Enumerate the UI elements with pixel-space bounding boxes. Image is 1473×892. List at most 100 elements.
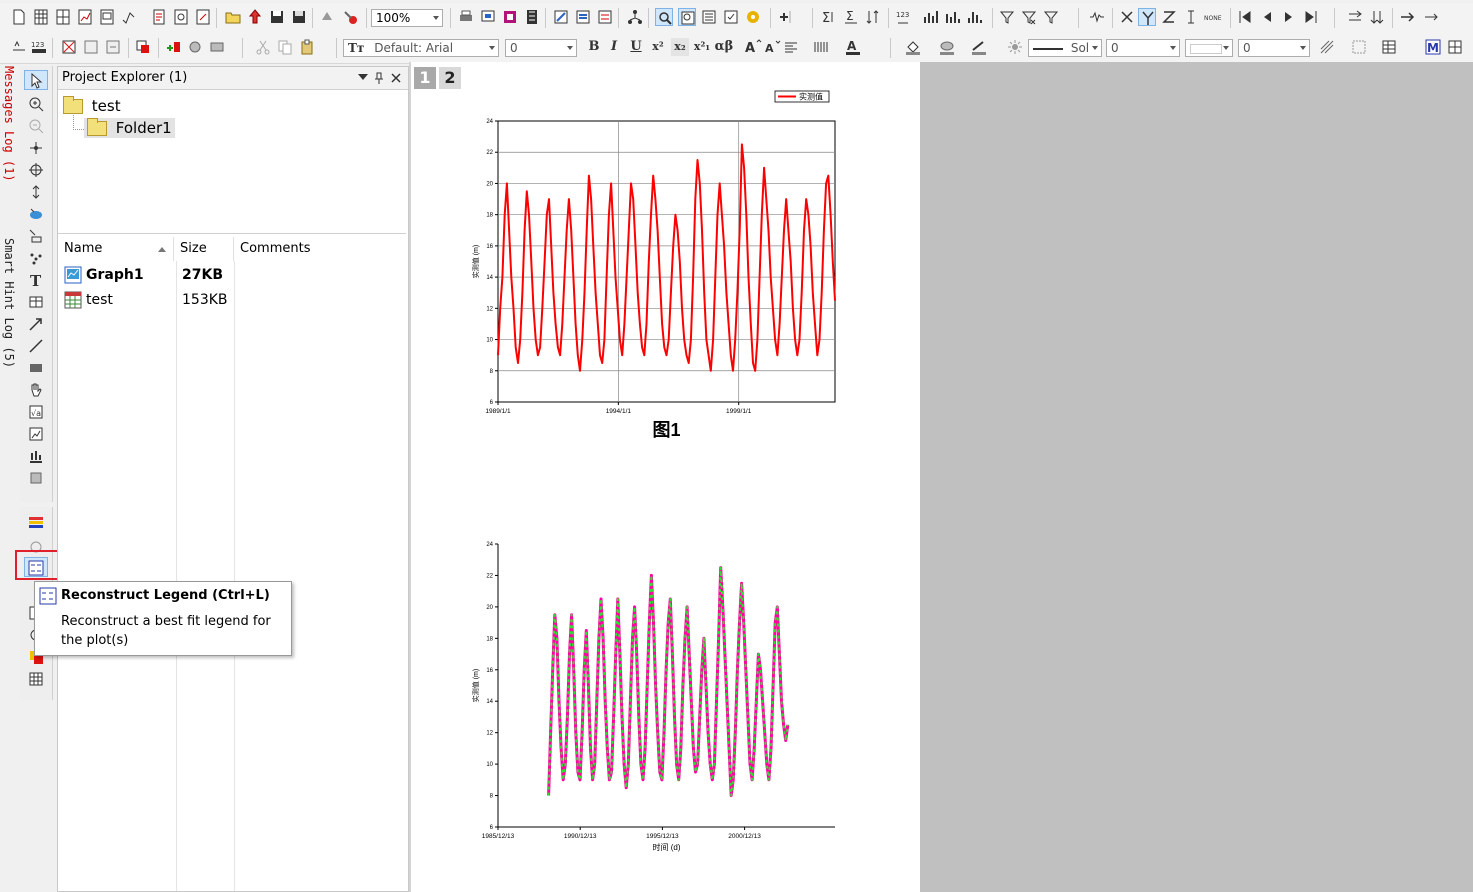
list-item-test[interactable]: test 153KB xyxy=(58,288,406,312)
new-project-icon[interactable] xyxy=(10,8,28,26)
line-width-dropdown[interactable]: 0 xyxy=(1106,39,1180,57)
border-icon[interactable] xyxy=(1350,38,1368,56)
zoom-in-tool-icon[interactable] xyxy=(24,94,48,114)
hatch-pattern-icon[interactable] xyxy=(1318,38,1336,56)
filter-options-icon[interactable] xyxy=(1042,8,1060,26)
add-column-icon[interactable] xyxy=(776,8,794,26)
brightness-icon[interactable] xyxy=(1006,38,1024,56)
fill-color-icon[interactable] xyxy=(904,38,922,56)
column-format-icon[interactable] xyxy=(812,38,830,56)
paste-icon[interactable] xyxy=(298,38,316,56)
equation-tool-icon[interactable]: √a xyxy=(24,402,48,422)
scatter-tool-icon[interactable] xyxy=(24,248,48,268)
messages-log-icon[interactable] xyxy=(700,8,718,26)
line-tool-icon[interactable] xyxy=(24,336,48,356)
italic-button[interactable]: I xyxy=(610,39,618,54)
set-as-none-icon[interactable]: NONE xyxy=(1204,8,1222,26)
font-color-icon[interactable]: A xyxy=(844,38,862,56)
color-scale-icon[interactable] xyxy=(24,513,48,533)
screen-reader-icon[interactable] xyxy=(24,138,48,158)
move-to-last-icon[interactable] xyxy=(1302,8,1320,26)
object-tool-icon[interactable] xyxy=(24,468,48,488)
film-icon[interactable] xyxy=(523,8,541,26)
mask-toggle-icon[interactable] xyxy=(104,38,122,56)
command-window-icon[interactable] xyxy=(596,8,614,26)
set-column-values-icon[interactable]: 123 xyxy=(894,8,912,26)
data-reader-tool-icon[interactable] xyxy=(24,160,48,180)
move-right-icon[interactable] xyxy=(1280,8,1298,26)
line-color-icon[interactable] xyxy=(970,38,988,56)
spectrum-icon[interactable] xyxy=(1088,8,1106,26)
pointer-tool-icon[interactable] xyxy=(24,70,48,90)
list-item-graph1[interactable]: Graph1 27KB xyxy=(58,263,406,287)
code-builder-icon[interactable] xyxy=(552,8,570,26)
mask-range-icon[interactable] xyxy=(82,38,100,56)
open-template-icon[interactable] xyxy=(246,8,264,26)
refresh-icon[interactable] xyxy=(479,8,497,26)
subscript-button[interactable]: x₂ xyxy=(671,38,689,56)
data-selector-tool-icon[interactable] xyxy=(24,204,48,224)
font-dropdown[interactable]: Tт Default: Arial xyxy=(343,39,499,57)
new-graph-icon[interactable] xyxy=(76,8,94,26)
recalculate-icon[interactable] xyxy=(318,8,336,26)
table-grid-icon[interactable] xyxy=(1380,38,1398,56)
bar-chart-icon[interactable] xyxy=(944,8,962,26)
smart-hint-log-tab[interactable]: Smart Hint Log (5) xyxy=(2,238,16,369)
swap-icon[interactable] xyxy=(1346,8,1364,26)
statistics-row-icon[interactable]: Σ xyxy=(842,8,860,26)
insert-table-icon[interactable] xyxy=(24,292,48,312)
grid-tool-icon[interactable] xyxy=(24,669,48,689)
sort-icon[interactable] xyxy=(864,8,882,26)
pin-icon[interactable] xyxy=(374,72,384,84)
greek-button[interactable]: αβ xyxy=(714,39,734,54)
arrow-right-icon[interactable] xyxy=(1398,8,1416,26)
set-as-x-icon[interactable] xyxy=(1118,8,1136,26)
move-to-first-icon[interactable] xyxy=(1236,8,1254,26)
decrease-font-icon[interactable]: A xyxy=(764,38,782,56)
save-project-icon[interactable] xyxy=(268,8,286,26)
new-worksheet-icon[interactable] xyxy=(32,8,50,26)
hand-tool-icon[interactable] xyxy=(24,380,48,400)
data-selector-icon[interactable] xyxy=(208,38,226,56)
circle-tool-icon[interactable] xyxy=(24,537,48,557)
bold-button[interactable]: B xyxy=(588,39,600,54)
pattern-icon[interactable] xyxy=(938,38,956,56)
apps-icon[interactable] xyxy=(744,8,762,26)
zoom-out-tool-icon[interactable] xyxy=(24,116,48,136)
reconstruct-legend-icon[interactable] xyxy=(24,557,48,577)
smart-hint-icon[interactable] xyxy=(722,8,740,26)
down-arrows-icon[interactable] xyxy=(1368,8,1386,26)
line-style-dropdown[interactable]: Sol xyxy=(1028,39,1102,57)
arrow-tool-icon[interactable] xyxy=(24,314,48,334)
insert-worksheet-icon[interactable] xyxy=(24,446,48,466)
set-as-error-icon[interactable] xyxy=(1182,8,1200,26)
set-column-values-icon[interactable] xyxy=(10,38,28,56)
layer-tab-2[interactable]: 2 xyxy=(439,67,461,89)
underline-button[interactable]: U xyxy=(630,39,642,54)
messages-log-tab[interactable]: Messages Log (1) xyxy=(2,66,16,182)
set-as-z-icon[interactable] xyxy=(1160,8,1178,26)
supersubscript-button[interactable]: x²₁ xyxy=(693,40,711,53)
statistics-column-icon[interactable]: Σ xyxy=(820,8,838,26)
data-cursor-icon[interactable] xyxy=(24,182,48,202)
mask-swap-icon[interactable] xyxy=(134,38,152,56)
text-tool-icon[interactable]: T xyxy=(24,270,48,290)
new-function-icon[interactable] xyxy=(120,8,138,26)
batch-icon[interactable] xyxy=(342,8,360,26)
tree-item-root[interactable]: test xyxy=(63,96,121,115)
data-reader-icon[interactable] xyxy=(186,38,204,56)
column-header-comments[interactable]: Comments xyxy=(240,241,311,256)
grid-icon[interactable] xyxy=(1446,38,1464,56)
rectangle-tool-icon[interactable] xyxy=(24,358,48,378)
save-window-icon[interactable] xyxy=(290,8,308,26)
filter-icon[interactable] xyxy=(998,8,1016,26)
column-header-size[interactable]: Size xyxy=(174,237,234,261)
new-template-icon[interactable] xyxy=(194,8,212,26)
arrow-right-thin-icon[interactable] xyxy=(1422,8,1440,26)
close-icon[interactable] xyxy=(391,73,401,83)
new-excel-icon[interactable] xyxy=(172,8,190,26)
column-header-name[interactable]: Name xyxy=(58,237,174,261)
copy-icon[interactable] xyxy=(276,38,294,56)
font-size-dropdown[interactable]: 0 xyxy=(505,39,577,57)
